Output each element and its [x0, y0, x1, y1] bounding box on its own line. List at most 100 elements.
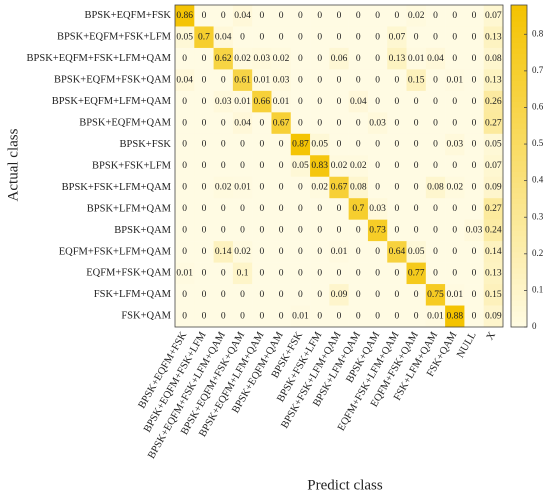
cell-value: 0 [433, 140, 438, 150]
heatmap-cell [464, 47, 485, 70]
heatmap-cell [425, 90, 446, 113]
cell-value: 0.66 [254, 97, 271, 107]
cell-value: 0 [279, 204, 284, 214]
heatmap-cell [406, 241, 427, 263]
cell-value: 0.09 [485, 183, 502, 193]
cell-value: 0 [221, 161, 226, 171]
heatmap-cell [387, 305, 407, 328]
cell-value: 0 [317, 226, 322, 236]
cell-value: 0 [337, 204, 342, 214]
heatmap-cell [406, 305, 427, 328]
y-tick-label: BPSK+EQFM+QAM [79, 117, 171, 128]
heatmap-cell [194, 241, 214, 263]
heatmap-cell [406, 5, 427, 27]
x-axis-title: Predict class [307, 477, 383, 493]
cell-value: 0 [240, 290, 245, 300]
y-tick-label: BPSK+EQFM+FSK [84, 10, 171, 21]
heatmap-cell [329, 155, 349, 178]
heatmap-cell [387, 5, 407, 27]
colorbar-segment [511, 149, 527, 156]
colorbar-tick-label: 0 [532, 321, 537, 331]
heatmap-cell [348, 69, 369, 92]
cell-value: 0 [240, 204, 245, 214]
cell-value: 0.03 [446, 140, 463, 150]
cell-value: 0.73 [369, 226, 386, 236]
y-tick-label: BPSK+LFM+QAM [87, 203, 172, 214]
cell-value: 0 [452, 11, 457, 21]
colorbar-segment [511, 106, 527, 113]
colorbar-segment [511, 47, 527, 54]
cell-value: 0 [433, 204, 438, 214]
y-axis-title: Actual class [5, 128, 21, 201]
heatmap-cell [387, 241, 407, 263]
cell-value: 0.07 [485, 161, 502, 171]
cell-value: 0.02 [234, 54, 251, 64]
cell-value: 0 [240, 32, 245, 42]
cell-value: 0 [375, 11, 380, 21]
cell-value: 0.7 [198, 32, 210, 42]
heatmap-cell [329, 176, 349, 199]
cell-value: 0 [202, 269, 207, 279]
cell-value: 0 [472, 32, 477, 42]
cell-value: 0 [375, 32, 380, 42]
cell-value: 0.13 [485, 75, 502, 85]
heatmap-cell [290, 176, 311, 199]
heatmap-cell [464, 69, 485, 92]
colorbar-segment [511, 5, 527, 11]
cell-value: 0 [395, 226, 400, 236]
heatmap-cell [348, 133, 369, 156]
cell-value: 0 [375, 290, 380, 300]
heatmap-cell [310, 90, 330, 113]
heatmap-cell [175, 284, 195, 306]
cell-value: 0 [356, 11, 361, 21]
cell-value: 0 [317, 247, 322, 257]
heatmap-cell [194, 69, 214, 92]
cell-value: 0 [356, 118, 361, 128]
colorbar-segment [511, 96, 527, 103]
colorbar-segment [511, 289, 527, 296]
heatmap-cell [290, 305, 311, 328]
cell-value: 0.01 [273, 97, 290, 107]
cell-value: 0 [279, 161, 284, 171]
heatmap-cell [310, 26, 330, 49]
heatmap-cell [425, 133, 446, 156]
colorbar-tick-label: 0.4 [532, 175, 544, 185]
cell-value: 0 [356, 247, 361, 257]
colorbar-segment [511, 300, 527, 307]
cell-value: 0 [356, 226, 361, 236]
cell-value: 0.13 [389, 54, 406, 64]
cell-value: 0.01 [408, 54, 425, 64]
cell-value: 0 [202, 290, 207, 300]
cell-value: 0 [259, 311, 264, 321]
colorbar-segment [511, 257, 527, 264]
heatmap-cell [232, 112, 253, 135]
colorbar-segment [511, 166, 527, 172]
y-tick-label: BPSK+FSK [120, 139, 172, 150]
cell-value: 0 [472, 161, 477, 171]
cell-value: 0.04 [234, 118, 251, 128]
heatmap-cell [445, 284, 465, 306]
cell-value: 0 [395, 183, 400, 193]
cell-value: 0.04 [234, 11, 251, 21]
heatmap-cell [194, 26, 214, 49]
colorbar-segment [511, 74, 527, 81]
cell-value: 0 [221, 226, 226, 236]
heatmap-cell [194, 284, 214, 306]
heatmap-cell [290, 198, 311, 220]
cell-value: 0.01 [176, 269, 193, 279]
colorbar-segment [511, 171, 527, 178]
cell-value: 0 [337, 118, 342, 128]
y-tick-label: BPSK+EQFM+FSK+QAM [54, 75, 172, 86]
cell-value: 0 [472, 140, 477, 150]
cell-value: 0.02 [446, 183, 463, 193]
heatmap-cell [348, 112, 369, 135]
cell-value: 0 [375, 54, 380, 64]
heatmap-cell [464, 305, 485, 328]
heatmap-cell [213, 198, 234, 220]
heatmap-cell [194, 133, 214, 156]
cell-value: 0.09 [485, 311, 502, 321]
colorbar-segment [511, 310, 527, 317]
cell-value: 0 [240, 161, 245, 171]
cell-value: 0 [414, 204, 419, 214]
heatmap-cell [329, 26, 349, 49]
